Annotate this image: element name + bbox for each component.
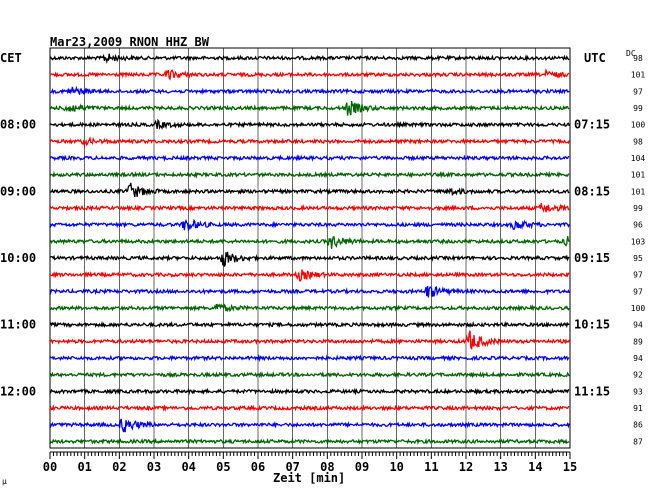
dc-value: 101: [631, 187, 646, 196]
dc-value: 103: [631, 237, 646, 246]
trace-row-2: [49, 85, 570, 95]
trace-row-3: [49, 100, 570, 116]
trace-row-15: [49, 303, 570, 313]
x-tick-label: 10: [389, 460, 403, 474]
x-axis-label: Zeit [min]: [273, 471, 345, 485]
dc-value: 89: [633, 337, 643, 346]
trace-row-16: [49, 320, 570, 329]
left-time-label: 12:00: [0, 384, 36, 398]
dc-value: 98: [633, 54, 643, 63]
left-time-label: 11:00: [0, 318, 36, 332]
trace-row-1: [49, 68, 570, 81]
trace-row-12: [49, 251, 570, 267]
dc-value: 97: [633, 87, 643, 96]
footer-mark: µ: [2, 477, 7, 486]
dc-value: 99: [633, 104, 643, 113]
dc-value: 100: [631, 304, 646, 313]
left-time-label: 08:00: [0, 118, 36, 132]
dc-value: 104: [631, 154, 646, 163]
dc-value: 86: [633, 421, 643, 430]
minute-gridlines: [49, 47, 571, 449]
trace-row-5: [49, 136, 570, 148]
x-tick-label: 12: [459, 460, 473, 474]
x-tick-label: 14: [528, 460, 542, 474]
dc-header-label: DC: [626, 49, 636, 58]
seismic-traces: [49, 53, 570, 445]
x-tick-label: 08: [320, 460, 334, 474]
trace-row-20: [49, 387, 570, 396]
right-timezone-label: UTC: [584, 51, 606, 65]
right-time-label: 09:15: [574, 251, 610, 265]
trace-row-21: [49, 404, 570, 413]
dc-value: 92: [633, 371, 643, 380]
dc-value: 93: [633, 387, 643, 396]
trace-row-8: [49, 182, 570, 198]
left-time-label: 10:00: [0, 251, 36, 265]
dc-value: 94: [633, 321, 643, 330]
dc-value: 99: [633, 204, 643, 213]
plot-frame: [49, 47, 571, 449]
x-tick-label: 01: [77, 460, 91, 474]
dc-value: 95: [633, 254, 643, 263]
x-tick-label: 05: [216, 460, 230, 474]
trace-row-14: [49, 285, 570, 298]
x-axis: 00 01 02 03 04 05 06 07 08 09 10 11 12 13 14 15: [43, 451, 577, 474]
dc-value: 96: [633, 221, 643, 230]
left-timezone-label: CET: [0, 51, 22, 65]
chart-title: Mar23,2009 RNON HHZ BW: [50, 35, 210, 49]
dc-value: 91: [633, 404, 643, 413]
trace-row-22: [49, 418, 570, 433]
dc-value: 97: [633, 287, 643, 296]
trace-row-18: [49, 353, 570, 363]
dc-value: 98: [633, 137, 643, 146]
trace-row-6: [49, 154, 570, 162]
x-tick-label: 00: [43, 460, 57, 474]
right-time-label: 08:15: [574, 184, 610, 198]
trace-row-4: [49, 118, 570, 130]
x-tick-label: 09: [355, 460, 369, 474]
dc-value: 97: [633, 271, 643, 280]
trace-row-19: [49, 370, 570, 379]
trace-row-11: [49, 236, 570, 249]
trace-row-0: [49, 53, 570, 64]
x-tick-label: 04: [181, 460, 195, 474]
x-tick-label: 13: [493, 460, 507, 474]
right-time-label: 10:15: [574, 318, 610, 332]
dc-value: 101: [631, 71, 646, 80]
right-time-label: 11:15: [574, 384, 610, 398]
x-tick-label: 07: [285, 460, 299, 474]
trace-row-9: [49, 202, 570, 214]
dc-value: 94: [633, 354, 643, 363]
left-time-label: 09:00: [0, 184, 36, 198]
row-labels: 98 101 97 99 100 98 104 101 101 99 96 103 95 97 97 100 9…: [0, 54, 645, 446]
dc-value: 101: [631, 171, 646, 180]
trace-row-10: [49, 218, 570, 232]
dc-value: 100: [631, 121, 646, 130]
trace-row-17: [49, 330, 570, 350]
x-tick-label: 06: [251, 460, 265, 474]
x-tick-label: 15: [563, 460, 577, 474]
right-time-label: 07:15: [574, 118, 610, 132]
trace-row-13: [49, 269, 570, 282]
x-tick-label: 02: [112, 460, 126, 474]
trace-row-7: [49, 170, 570, 179]
trace-row-23: [49, 437, 570, 445]
dc-value: 87: [633, 437, 643, 446]
x-tick-label: 11: [424, 460, 438, 474]
x-tick-label: 03: [147, 460, 161, 474]
